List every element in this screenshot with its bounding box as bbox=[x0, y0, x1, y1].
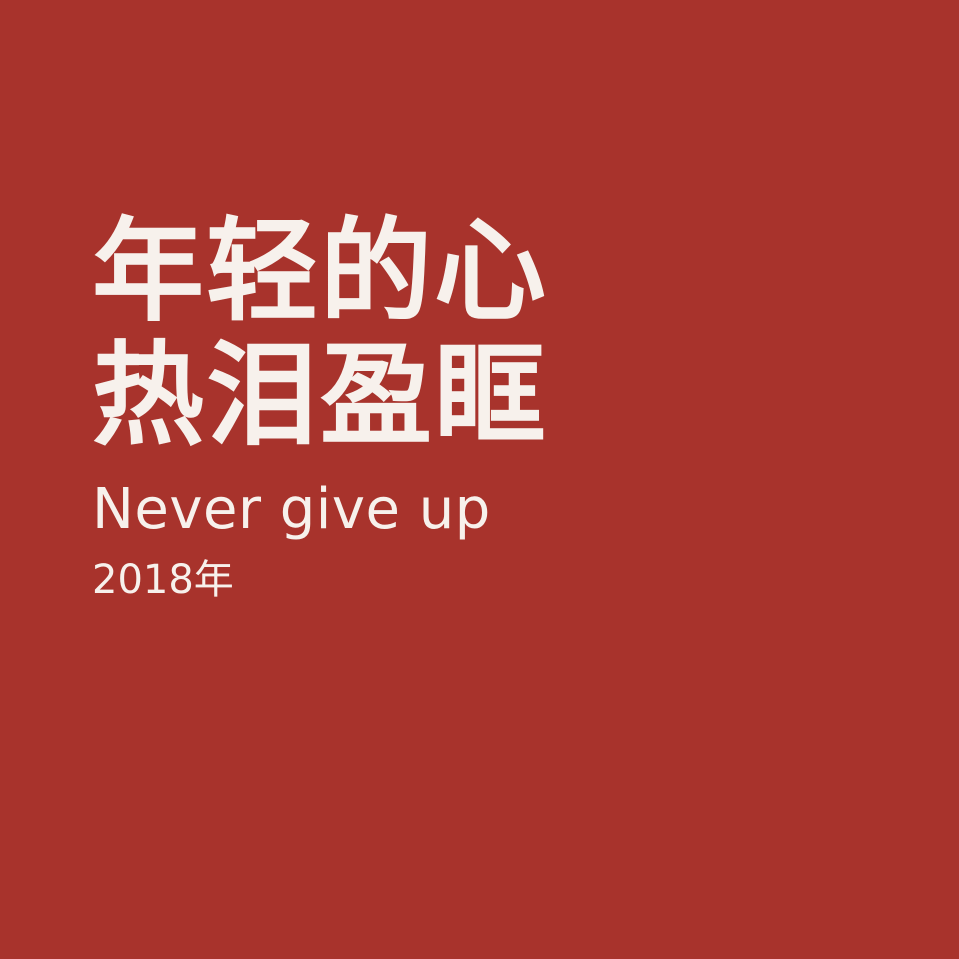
title-line-2: 热泪盈眶 bbox=[92, 331, 548, 461]
poster-text-block: 年轻的心 热泪盈眶 Never give up 2018年 bbox=[92, 210, 548, 604]
title-line-1: 年轻的心 bbox=[92, 207, 548, 337]
year-label: 2018年 bbox=[92, 557, 234, 603]
subtitle: Never give up bbox=[92, 477, 491, 542]
